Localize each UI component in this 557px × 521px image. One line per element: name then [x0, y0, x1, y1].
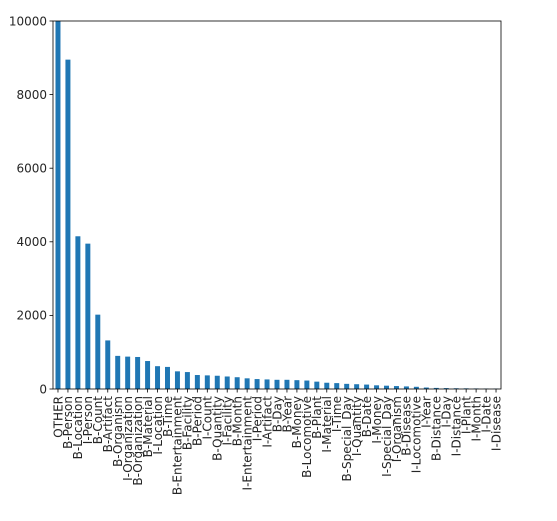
x-tick-label: B-Year: [280, 396, 294, 433]
bar-i-year: [423, 387, 429, 389]
bar-i-organization: [125, 356, 131, 389]
x-tick-label: I-Plant: [459, 396, 473, 434]
bar-b-period: [194, 375, 200, 389]
x-tick-label: I-Person: [81, 396, 95, 444]
bar-b-time: [165, 366, 170, 389]
bar-i-locomotive: [413, 386, 419, 389]
y-axis: 0 2000 4000 6000 8000 10000: [9, 14, 53, 396]
x-tick-label: I-Period: [250, 396, 264, 441]
x-tick-label: B-Organization: [131, 396, 145, 486]
bar-b-distance: [433, 387, 439, 389]
bar-i-money: [374, 385, 380, 389]
bar-i-facility: [224, 376, 230, 389]
bar-b-month: [234, 377, 240, 389]
bar-b-day: [274, 379, 280, 389]
bar-i-period: [254, 379, 260, 389]
x-tick-label: B-Organism: [111, 396, 125, 467]
x-tick-label: B-Disease: [400, 396, 414, 456]
x-tick-label: I-Entertainment: [240, 396, 254, 491]
x-tick-label: B-Material: [141, 396, 155, 457]
x-tick-label: B-Person: [61, 396, 75, 449]
x-tick-label: I-Organism: [390, 396, 404, 462]
x-tick-label: I-Year: [420, 396, 434, 428]
bar-b-date: [364, 384, 370, 389]
x-tick-label: I-Day: [440, 396, 454, 428]
x-tick-label: B-Artifact: [101, 396, 115, 453]
bar-i-special_day: [384, 385, 389, 389]
x-tick-label: B-Date: [360, 396, 374, 437]
bar-i-material: [324, 382, 330, 389]
x-tick-label: B-Quantity: [211, 396, 225, 461]
bar-b-person: [65, 59, 71, 389]
x-tick-label: I-Facility: [221, 396, 235, 445]
x-tick-label: B-Entertainment: [171, 396, 185, 495]
x-tick-label: I-Special_Day: [380, 396, 394, 477]
x-tick-label: B-Count: [91, 396, 105, 444]
x-tick-label: B-Special_Day: [340, 396, 354, 482]
y-tick-label: 10000: [9, 14, 47, 28]
bar-b-organization: [135, 356, 141, 389]
bar-b-money: [294, 380, 300, 389]
x-tick-label: I-Month: [469, 396, 483, 441]
bar-b-organism: [115, 355, 121, 389]
y-tick-label: 6000: [16, 162, 47, 176]
y-tick-label: 2000: [16, 309, 47, 323]
bar-b-location: [75, 236, 81, 389]
x-tick-label: B-Location: [71, 396, 85, 459]
bar-b-entertainment: [174, 371, 180, 389]
x-tick-label: I-Time: [330, 396, 344, 432]
y-tick-label: 8000: [16, 88, 47, 102]
bar-b-count: [95, 314, 101, 389]
x-tick-label: I-Artifact: [260, 396, 274, 448]
bar-b-quantity: [214, 375, 220, 389]
x-tick-label: B-Facility: [181, 396, 195, 450]
y-tick-label: 0: [39, 382, 47, 396]
bar-i-organism: [393, 386, 399, 389]
plot-frame: [52, 20, 502, 390]
bar-b-artifact: [105, 340, 111, 389]
bar-i-artifact: [264, 379, 270, 389]
x-tick-label: I-Locomotive: [410, 396, 424, 473]
bar-other: [55, 21, 61, 389]
x-tick-label: OTHER: [51, 396, 65, 438]
bar-b-locomotive: [304, 380, 310, 389]
bar-b-material: [145, 361, 151, 389]
x-tick-label: I-Count: [201, 396, 215, 440]
bar-i-count: [204, 375, 210, 389]
x-tick-label: I-Disease: [489, 396, 503, 451]
x-tick-label: I-Material: [320, 396, 334, 453]
bar-b-facility: [184, 372, 190, 389]
x-tick-label: B-Money: [290, 396, 304, 448]
x-tick-label: I-Money: [370, 396, 384, 444]
y-tick-label: 4000: [16, 235, 47, 249]
bar-i-person: [85, 243, 91, 389]
bar-i-time: [334, 383, 340, 389]
bar-b-plant: [314, 381, 320, 389]
bar-b-year: [284, 379, 290, 389]
bar-i-location: [155, 366, 161, 389]
x-tick-label: B-Plant: [310, 396, 324, 439]
x-tick-label: I-Location: [151, 396, 165, 455]
x-tick-label: B-Locomotive: [300, 396, 314, 478]
x-tick-label: I-Date: [479, 396, 493, 433]
x-tick-label: B-Month: [230, 396, 244, 446]
bar-b-special_day: [344, 383, 350, 389]
x-tick-label: B-Day: [270, 396, 284, 432]
x-axis: OTHERB-PersonB-LocationI-PersonB-CountB-…: [51, 389, 503, 495]
bar-i-day: [443, 388, 449, 389]
bar-i-quantity: [354, 384, 360, 389]
x-tick-label: B-Period: [191, 396, 205, 446]
x-tick-label: B-Distance: [430, 396, 444, 461]
x-tick-label: I-Organization: [121, 396, 135, 481]
x-tick-label: I-Quantity: [350, 396, 364, 456]
bar-i-entertainment: [244, 378, 250, 389]
bars-group: [55, 21, 499, 389]
bar-b-disease: [403, 386, 409, 389]
x-tick-label: B-Time: [161, 396, 175, 437]
x-tick-label: I-Distance: [450, 396, 464, 456]
